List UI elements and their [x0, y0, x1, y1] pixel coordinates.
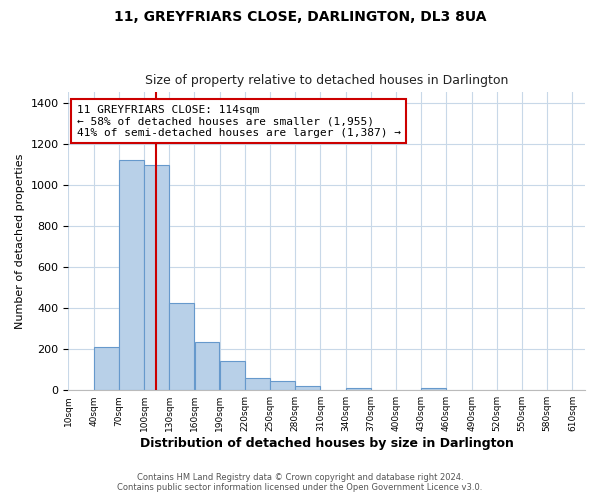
Text: 11 GREYFRIARS CLOSE: 114sqm
← 58% of detached houses are smaller (1,955)
41% of : 11 GREYFRIARS CLOSE: 114sqm ← 58% of det… — [77, 104, 401, 138]
Text: Contains HM Land Registry data © Crown copyright and database right 2024.: Contains HM Land Registry data © Crown c… — [137, 474, 463, 482]
Text: 11, GREYFRIARS CLOSE, DARLINGTON, DL3 8UA: 11, GREYFRIARS CLOSE, DARLINGTON, DL3 8U… — [114, 10, 486, 24]
Text: Contains public sector information licensed under the Open Government Licence v3: Contains public sector information licen… — [118, 484, 482, 492]
Bar — [94, 347, 119, 390]
X-axis label: Distribution of detached houses by size in Darlington: Distribution of detached houses by size … — [140, 437, 514, 450]
Bar — [245, 378, 270, 390]
Bar — [270, 381, 295, 390]
Bar — [119, 160, 144, 390]
Bar — [421, 388, 446, 390]
Title: Size of property relative to detached houses in Darlington: Size of property relative to detached ho… — [145, 74, 508, 87]
Bar — [220, 362, 245, 390]
Bar — [144, 166, 169, 390]
Y-axis label: Number of detached properties: Number of detached properties — [15, 154, 25, 329]
Bar — [346, 388, 371, 390]
Bar — [194, 342, 220, 390]
Bar — [295, 386, 320, 390]
Bar — [169, 303, 194, 390]
